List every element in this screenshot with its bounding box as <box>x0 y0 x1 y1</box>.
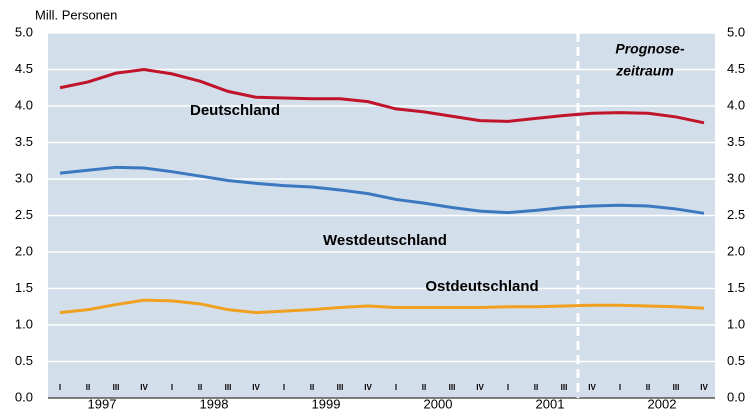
series-label: Westdeutschland <box>323 232 447 249</box>
x-tick-label: III <box>225 383 232 392</box>
y-tick-label: 4.5 <box>15 61 33 76</box>
y2-tick-label: 1.5 <box>727 280 745 295</box>
series-line <box>59 165 705 215</box>
y2-tick-label: 1.0 <box>727 316 745 331</box>
x-tick-label: II <box>86 383 90 392</box>
series-label: Deutschland <box>190 102 280 119</box>
x-tick-label: I <box>59 383 61 392</box>
year-label: 1998 <box>200 396 229 411</box>
y-tick-label: 2.0 <box>15 243 33 258</box>
x-tick-label: IV <box>700 383 708 392</box>
year-label: 1999 <box>312 396 341 411</box>
x-tick-label: II <box>422 383 426 392</box>
y2-tick-label: 2.0 <box>727 243 745 258</box>
year-label: 2001 <box>536 396 565 411</box>
x-tick-label: I <box>171 383 173 392</box>
series-label: Ostdeutschland <box>425 278 538 295</box>
y-tick-label: 5.0 <box>15 24 33 39</box>
x-tick-label: I <box>507 383 509 392</box>
series-line <box>59 298 705 315</box>
x-tick-label: III <box>561 383 568 392</box>
annotation: zeitraum <box>615 63 674 79</box>
x-tick-label: III <box>449 383 456 392</box>
x-tick-label: I <box>283 383 285 392</box>
y-tick-label: 3.5 <box>15 134 33 149</box>
y2-tick-label: 0.5 <box>727 353 745 368</box>
y-tick-label: 4.0 <box>15 97 33 112</box>
y-tick-label: 3.0 <box>15 170 33 185</box>
y-tick-label: 0.5 <box>15 353 33 368</box>
y2-tick-label: 0.0 <box>727 389 745 404</box>
x-tick-label: III <box>673 383 680 392</box>
y2-tick-label: 4.0 <box>727 97 745 112</box>
x-tick-label: IV <box>364 383 372 392</box>
x-tick-label: IV <box>588 383 596 392</box>
year-label: 1997 <box>88 396 117 411</box>
x-tick-label: II <box>646 383 650 392</box>
y2-tick-label: 5.0 <box>727 24 745 39</box>
y2-tick-label: 2.5 <box>727 207 745 222</box>
x-tick-label: IV <box>252 383 260 392</box>
y-tick-label: 1.0 <box>15 316 33 331</box>
x-tick-label: I <box>395 383 397 392</box>
y2-tick-label: 3.5 <box>727 134 745 149</box>
y-axis-label: Mill. Personen <box>35 7 117 22</box>
year-label: 2002 <box>648 396 677 411</box>
annotation: Prognose- <box>615 41 685 57</box>
x-tick-label: IV <box>140 383 148 392</box>
x-tick-label: IV <box>476 383 484 392</box>
series-line <box>59 67 705 125</box>
y2-tick-label: 3.0 <box>727 170 745 185</box>
y-tick-label: 2.5 <box>15 207 33 222</box>
x-tick-label: II <box>310 383 314 392</box>
y-tick-label: 0.0 <box>15 389 33 404</box>
y2-tick-label: 4.5 <box>727 61 745 76</box>
x-tick-label: II <box>534 383 538 392</box>
x-tick-label: III <box>113 383 120 392</box>
year-label: 2000 <box>424 396 453 411</box>
x-tick-label: III <box>337 383 344 392</box>
x-tick-label: II <box>198 383 202 392</box>
x-tick-label: I <box>619 383 621 392</box>
y-tick-label: 1.5 <box>15 280 33 295</box>
